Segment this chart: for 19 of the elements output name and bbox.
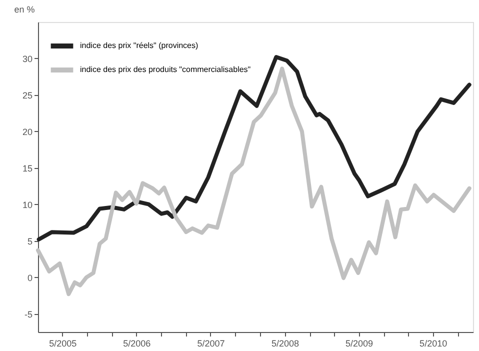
y-tick-label: 20 bbox=[22, 126, 32, 137]
line-series bbox=[36, 55, 472, 242]
y-tick-label: 0 bbox=[27, 272, 32, 283]
x-tick-label: 5/2007 bbox=[197, 338, 225, 348]
legend-label: indice des prix des produits "commercialisables" bbox=[80, 65, 251, 74]
x-tick-label: 5/2008 bbox=[271, 338, 299, 348]
line-series bbox=[36, 66, 472, 296]
y-tick-label: 5 bbox=[27, 236, 32, 246]
y-tick-label: 25 bbox=[22, 90, 32, 100]
y-tick-label: 30 bbox=[22, 54, 32, 64]
x-tick-label: 5/2006 bbox=[123, 338, 151, 348]
x-tick-label: 5/2009 bbox=[346, 338, 374, 348]
x-tick-label: 5/2010 bbox=[420, 338, 448, 348]
legend-label: indice des prix "réels" (provinces) bbox=[80, 41, 199, 50]
x-tick-label: 5/2005 bbox=[49, 338, 77, 348]
y-axis-title: en % bbox=[14, 4, 35, 14]
y-tick-label: 10 bbox=[22, 200, 32, 210]
y-tick-label: -5 bbox=[24, 309, 32, 320]
y-tick-label: 15 bbox=[22, 163, 32, 174]
